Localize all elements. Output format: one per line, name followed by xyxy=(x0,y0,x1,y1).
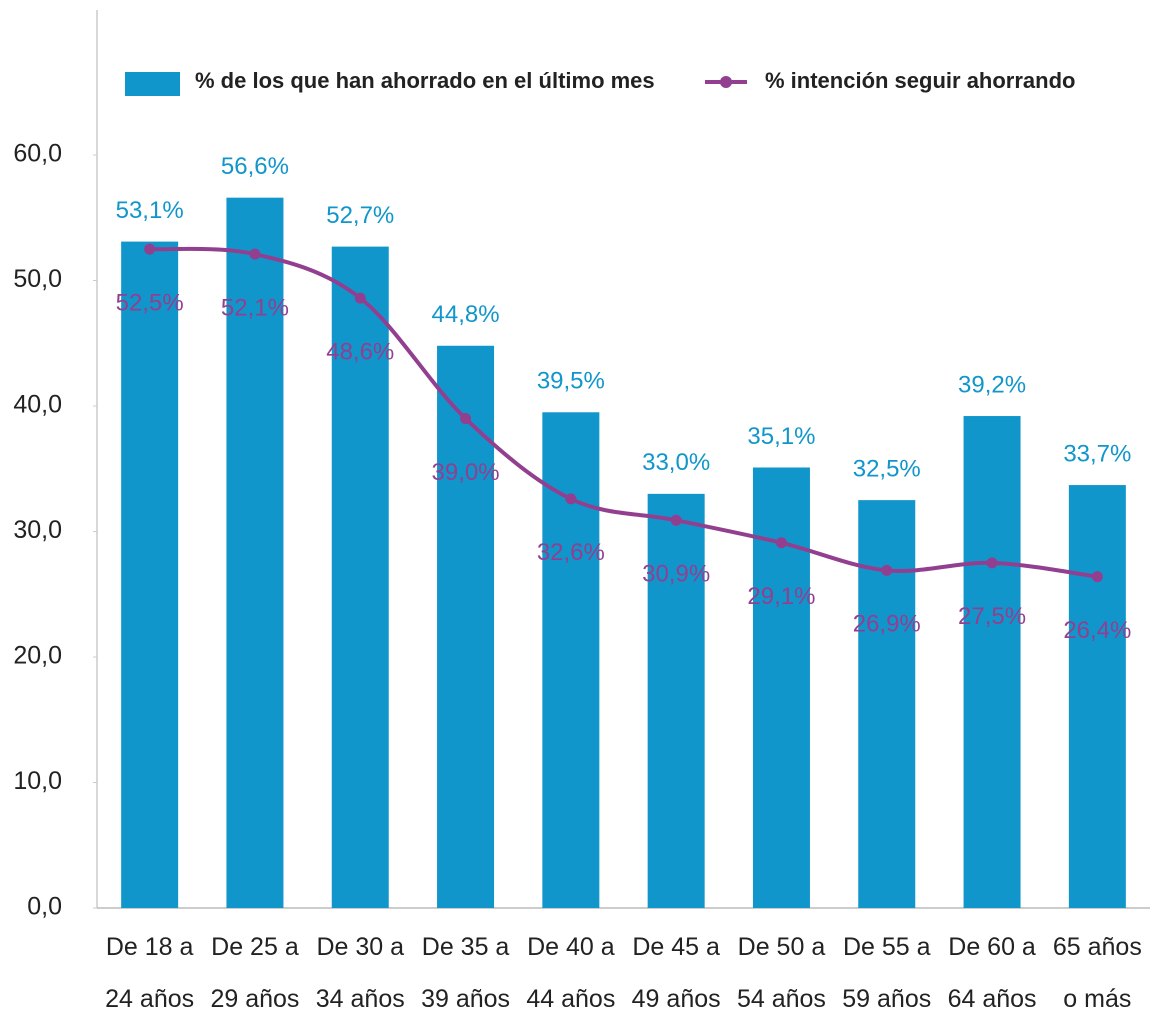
line-value-label: 27,5% xyxy=(958,603,1026,630)
bar-value-label: 39,5% xyxy=(537,368,605,395)
line-marker xyxy=(460,413,472,425)
x-tick-label: De 25 a 29 años xyxy=(210,933,299,1013)
line-value-label: 52,5% xyxy=(116,289,184,316)
bar xyxy=(858,500,916,908)
bar xyxy=(121,241,179,909)
x-tick-label: De 50 a 54 años xyxy=(737,933,826,1013)
y-tick-label: 30,0 xyxy=(13,516,62,544)
line-marker xyxy=(144,243,156,255)
y-tick-label: 60,0 xyxy=(13,140,62,168)
y-tick-label: 50,0 xyxy=(13,265,62,293)
line-value-label: 32,6% xyxy=(537,539,605,566)
line-marker xyxy=(565,493,577,505)
x-tick-label: De 35 a 39 años xyxy=(421,933,510,1013)
bar-value-label: 33,0% xyxy=(642,449,710,476)
bar xyxy=(331,246,389,909)
bar xyxy=(437,345,495,908)
bar xyxy=(647,493,705,908)
y-tick-label: 20,0 xyxy=(13,642,62,670)
bar xyxy=(226,197,284,909)
bar-value-label: 33,7% xyxy=(1063,440,1131,467)
bar-value-label: 52,7% xyxy=(326,202,394,229)
line-value-label: 30,9% xyxy=(642,561,710,588)
bar-value-label: 35,1% xyxy=(747,423,815,450)
line-marker xyxy=(354,292,366,304)
x-tick-label: De 55 a 59 años xyxy=(842,933,931,1013)
x-tick-label: De 18 a 24 años xyxy=(105,933,194,1013)
line-value-label: 26,9% xyxy=(853,611,921,638)
legend-label: % de los que han ahorrado en el último m… xyxy=(195,68,655,93)
bar-value-label: 44,8% xyxy=(432,301,500,328)
x-tick-label: De 45 a 49 años xyxy=(632,933,721,1013)
line-value-label: 39,0% xyxy=(432,459,500,486)
line-value-label: 26,4% xyxy=(1063,617,1131,644)
legend-label: % intención seguir ahorrando xyxy=(765,68,1075,93)
x-tick-label: De 30 a 34 años xyxy=(316,933,405,1013)
x-tick-label: De 40 a 44 años xyxy=(526,933,615,1013)
bar-value-label: 32,5% xyxy=(853,455,921,482)
line-value-label: 29,1% xyxy=(747,583,815,610)
line-value-label: 52,1% xyxy=(221,294,289,321)
line-marker xyxy=(249,248,261,260)
bar xyxy=(1068,485,1126,908)
line xyxy=(149,246,1098,579)
bar xyxy=(963,416,1021,908)
y-tick-label: 10,0 xyxy=(13,767,62,795)
bar-value-label: 56,6% xyxy=(221,153,289,180)
bar-value-label: 39,2% xyxy=(958,371,1026,398)
line-marker xyxy=(986,557,998,569)
y-tick-label: 40,0 xyxy=(13,391,62,419)
line-value-label: 48,6% xyxy=(326,338,394,365)
legend-swatch xyxy=(125,72,180,96)
bar-value-label: 53,1% xyxy=(116,197,184,224)
line-marker xyxy=(670,514,682,526)
legend-swatch xyxy=(720,76,732,88)
line-marker xyxy=(775,537,787,549)
x-tick-label: 65 años o más xyxy=(1053,933,1142,1013)
x-tick-label: De 60 a 64 años xyxy=(948,933,1037,1013)
y-tick-label: 0,0 xyxy=(27,893,62,921)
line-marker xyxy=(881,564,893,576)
line-marker xyxy=(1091,571,1103,583)
bar xyxy=(752,467,810,908)
